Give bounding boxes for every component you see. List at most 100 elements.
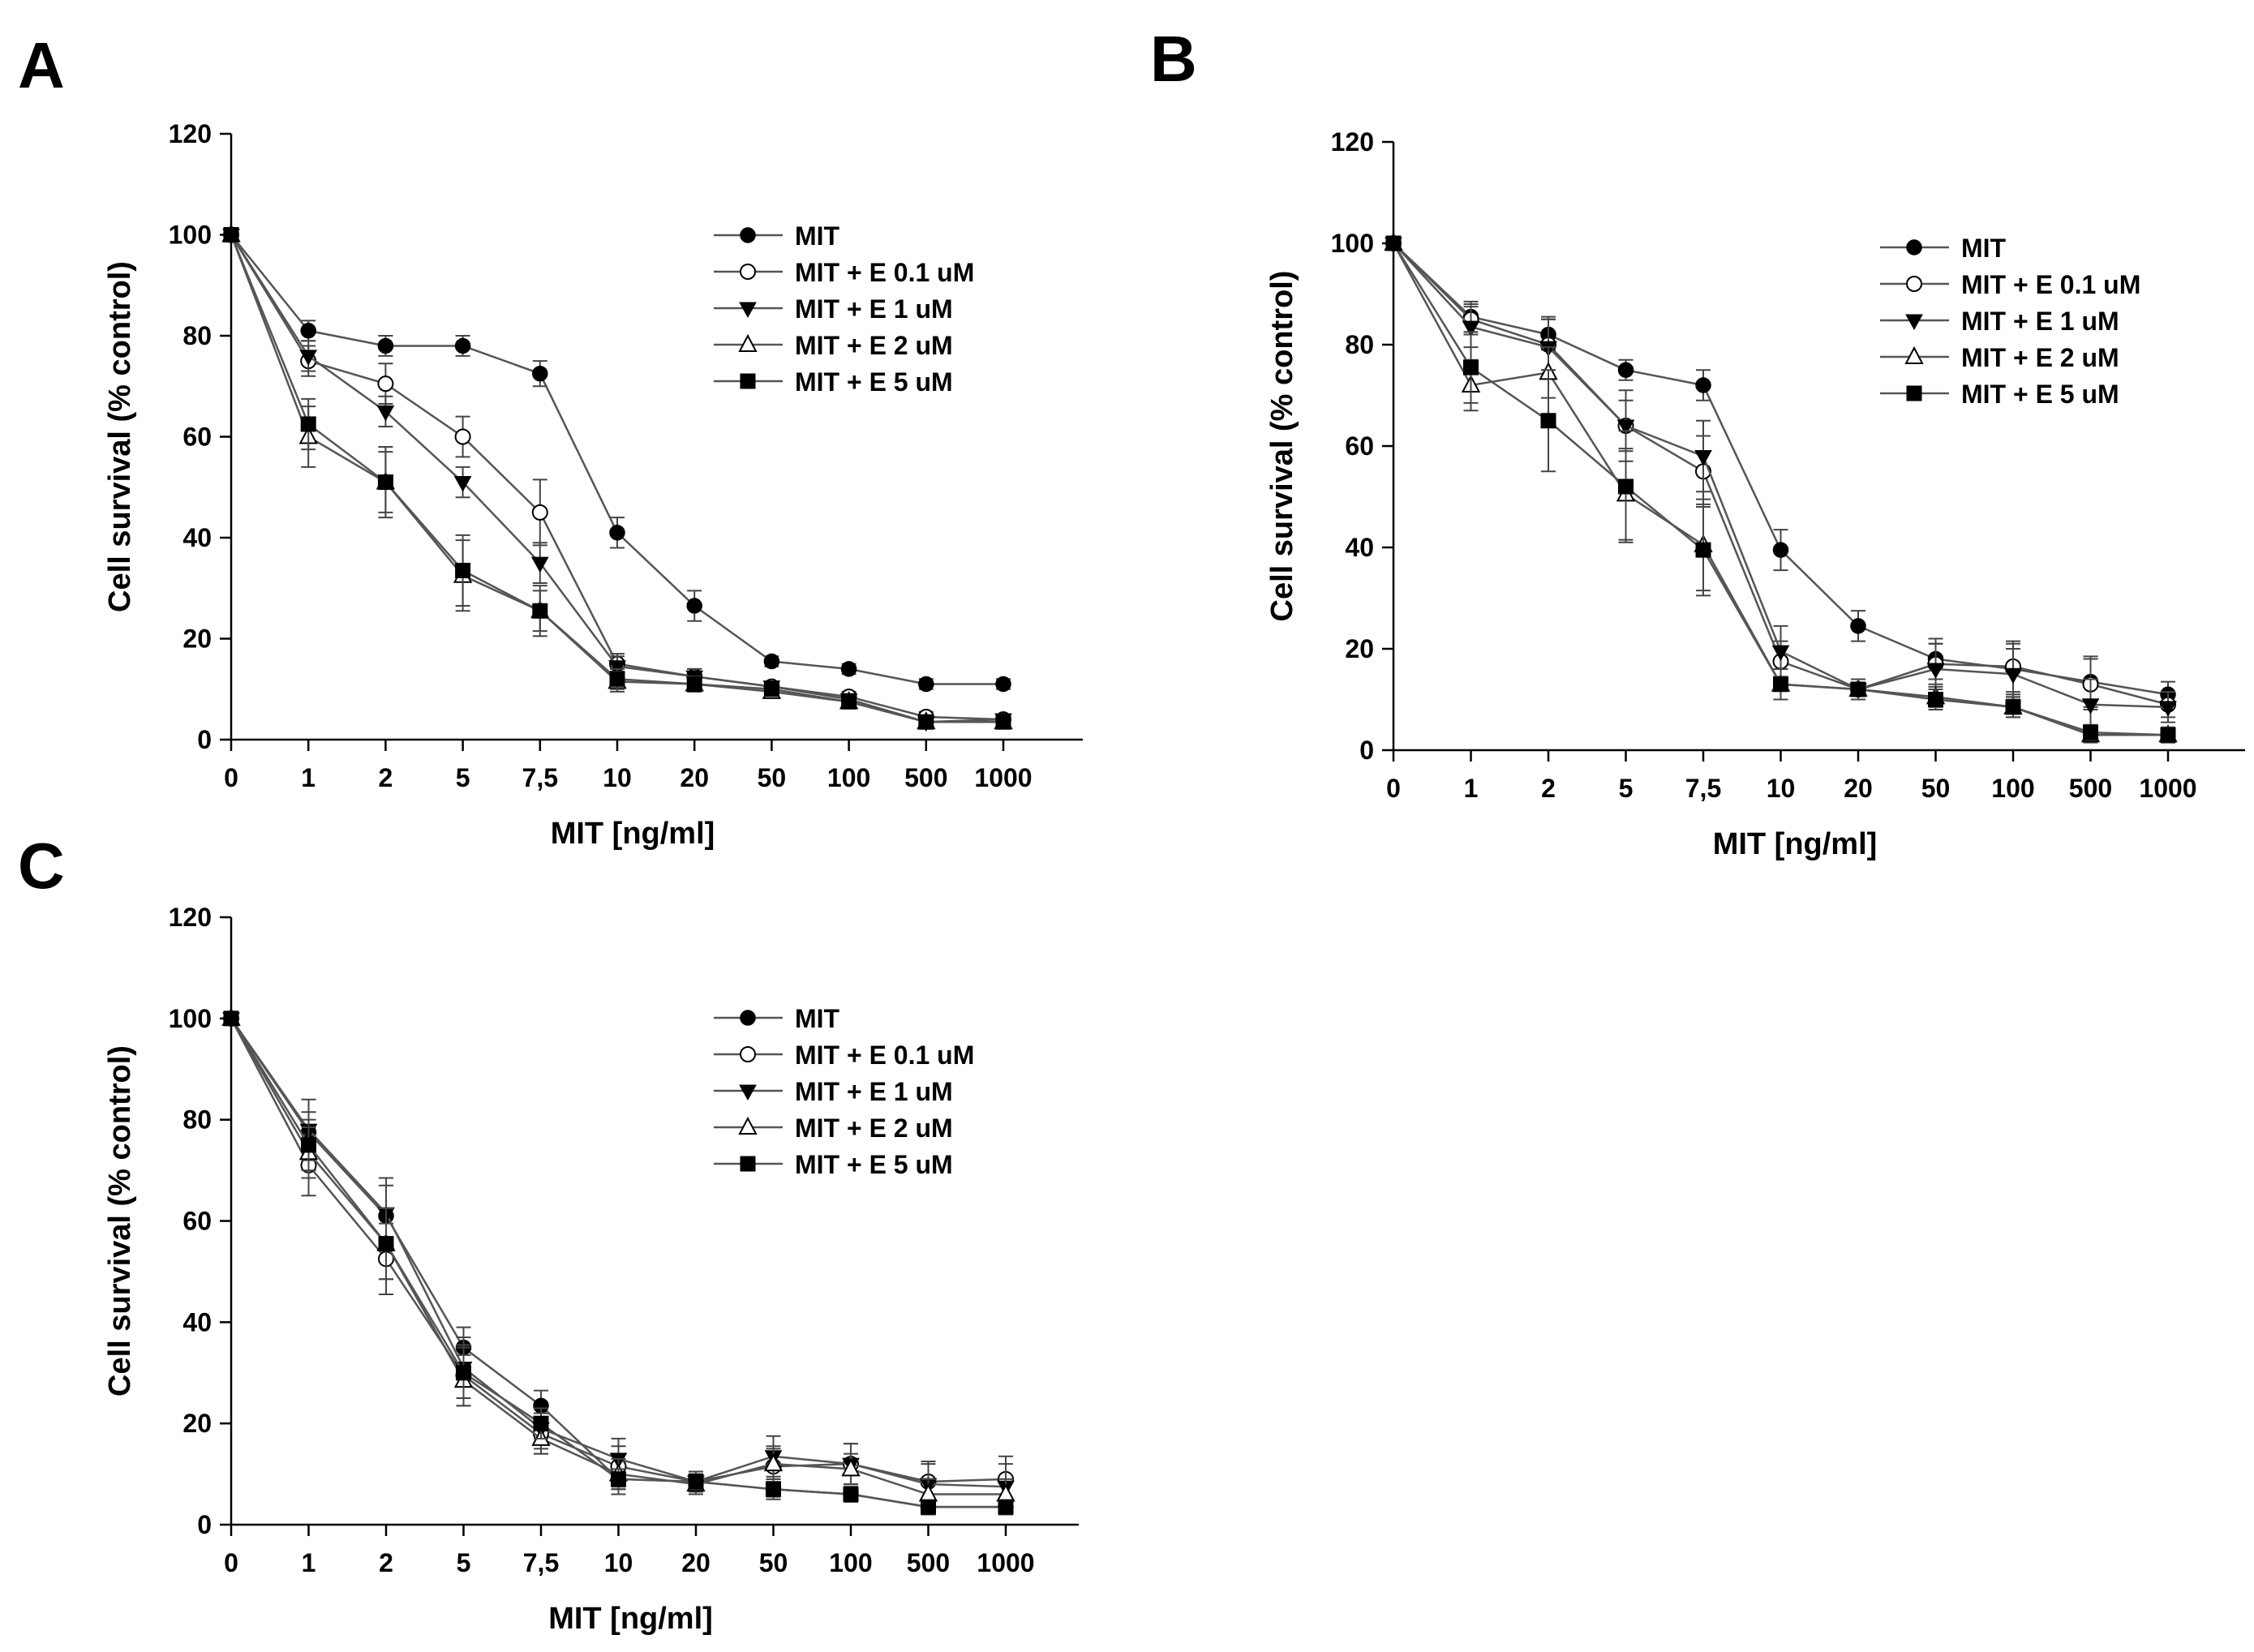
y-tick-label: 80 [1345, 330, 1374, 359]
data-point [1618, 478, 1634, 495]
data-point [686, 598, 702, 614]
y-tick-label: 0 [1359, 736, 1374, 765]
data-point [1616, 419, 1635, 436]
data-point [1462, 320, 1480, 337]
legend-marker [739, 302, 757, 319]
data-point [1773, 676, 1788, 693]
panel-b-chart: B 0 20 40 60 80 100 120 0 1 2 5 7,5 10 20 50 100 500 1000 M… [1150, 23, 2245, 861]
y-tick-label: 0 [197, 725, 212, 754]
legend-label: MIT + E 0.1 uM [1961, 270, 2140, 299]
x-tick-label: 100 [827, 763, 870, 792]
data-point [378, 1236, 394, 1252]
x-tick-label: 5 [1619, 774, 1634, 803]
x-tick-label: 2 [1541, 774, 1556, 803]
data-point [532, 603, 548, 619]
legend-label: MIT + E 0.1 uM [795, 258, 974, 287]
x-tick-label: 500 [904, 763, 947, 792]
y-tick-label: 20 [1345, 634, 1374, 663]
x-tick-label: 1 [1464, 774, 1479, 803]
data-point [611, 1471, 626, 1487]
data-point [995, 676, 1011, 693]
legend-label: MIT + E 5 uM [795, 367, 953, 397]
data-point [841, 693, 857, 710]
data-point [376, 405, 395, 422]
x-tick-label: 2 [379, 763, 393, 792]
y-tick-label: 40 [1345, 533, 1374, 562]
data-point [223, 227, 239, 242]
legend-marker [740, 373, 756, 389]
y-tick-label: 20 [182, 624, 212, 654]
data-point [2083, 724, 2098, 740]
y-tick-label: 60 [182, 423, 212, 452]
x-axis-label: MIT [ng/ml] [551, 817, 715, 851]
legend-marker [738, 333, 758, 352]
data-point [455, 562, 471, 578]
legend-marker [740, 1010, 756, 1026]
x-tick-label: 100 [829, 1548, 872, 1577]
x-tick-label: 10 [603, 763, 632, 792]
data-point [918, 676, 934, 693]
legend-label: MIT [1961, 234, 2007, 263]
data-point [1850, 681, 1866, 697]
y-tick-label: 60 [182, 1207, 212, 1236]
data-point [921, 1499, 936, 1515]
panel-letter: C [18, 830, 65, 902]
x-tick-label: 50 [1921, 774, 1951, 803]
data-point [763, 1452, 784, 1472]
x-tick-label: 10 [604, 1548, 633, 1577]
data-point [532, 365, 548, 382]
y-tick-label: 20 [182, 1409, 212, 1438]
x-tick-label: 1 [301, 763, 316, 792]
x-tick-label: 1000 [2139, 774, 2196, 803]
x-tick-label: 5 [457, 1548, 471, 1577]
data-point [688, 1474, 704, 1490]
data-point [301, 1137, 316, 1153]
data-point [1928, 692, 1943, 707]
data-point [2005, 699, 2021, 715]
y-tick-label: 80 [182, 321, 212, 350]
legend-marker [1906, 385, 1922, 401]
data-point [300, 323, 316, 339]
data-point [377, 337, 394, 354]
y-tick-label: 120 [169, 903, 212, 932]
x-tick-label: 50 [759, 1548, 788, 1577]
y-tick-label: 120 [1331, 127, 1374, 157]
data-point [1540, 413, 1556, 429]
data-point [1694, 450, 1712, 466]
data-point [2004, 667, 2022, 684]
y-tick-label: 80 [182, 1105, 212, 1135]
x-tick-label: 5 [456, 763, 470, 792]
data-point [609, 671, 625, 687]
panel-c-chart: C 0 20 40 60 80 100 120 0 1 2 5 7,5 10 20 50 100 500 1000 M… [18, 830, 1079, 1636]
data-point [456, 1365, 471, 1381]
data-point [1926, 663, 1945, 680]
data-point [2160, 727, 2176, 743]
legend-label: MIT [795, 221, 840, 251]
x-tick-label: 500 [2069, 774, 2112, 803]
series-4 [223, 227, 1011, 730]
legend-label: MIT + E 2 uM [795, 331, 953, 360]
data-point [1850, 618, 1866, 634]
data-point [1772, 542, 1789, 558]
y-tick-label: 40 [182, 1307, 212, 1337]
data-point [840, 661, 857, 677]
data-point [300, 416, 316, 432]
y-tick-label: 0 [197, 1510, 212, 1539]
data-point [223, 1011, 239, 1027]
legend-marker [738, 1116, 758, 1135]
data-point [841, 1458, 861, 1477]
data-point [918, 714, 934, 730]
data-point [1695, 542, 1711, 558]
data-point [454, 428, 471, 445]
data-point [377, 375, 394, 393]
y-tick-label: 120 [169, 119, 212, 148]
data-point [453, 476, 472, 492]
legend-marker [739, 1084, 757, 1101]
data-point [1463, 359, 1479, 375]
data-point [686, 676, 702, 693]
data-point [530, 556, 549, 573]
data-point [531, 504, 548, 521]
data-point [609, 525, 625, 541]
x-tick-label: 0 [224, 763, 238, 792]
